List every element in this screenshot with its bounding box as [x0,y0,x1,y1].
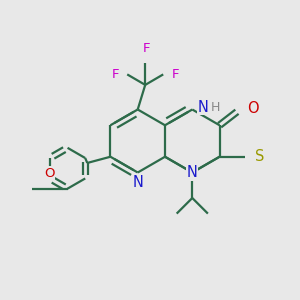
Text: S: S [255,149,264,164]
Text: H: H [211,100,220,114]
Text: N: N [187,165,198,180]
Text: O: O [248,101,259,116]
Text: N: N [198,100,208,115]
Text: F: F [111,68,119,81]
Text: N: N [132,175,143,190]
Text: F: F [143,42,151,55]
Text: F: F [172,68,179,81]
Text: O: O [44,167,55,180]
